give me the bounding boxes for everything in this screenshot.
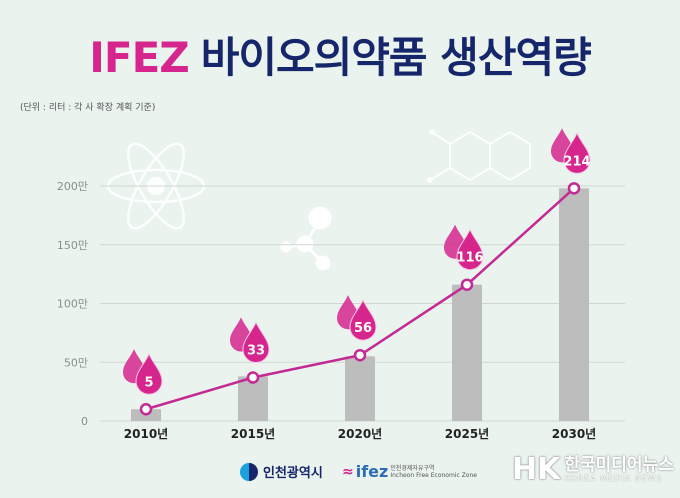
drop-shape-front <box>349 298 377 341</box>
data-label: 214 <box>563 154 590 169</box>
drop-label: 33 <box>230 317 270 364</box>
data-label: 56 <box>354 321 372 336</box>
incheon-emblem-icon <box>240 462 258 481</box>
incheon-name: 인천광역시 <box>263 466 323 481</box>
y-tick-label: 150만 <box>57 239 88 252</box>
line-series <box>139 182 581 416</box>
incheon-logo: 인천광역시 <box>240 462 323 481</box>
data-label: 33 <box>247 344 265 359</box>
x-tick-label: 2020년 <box>338 427 382 441</box>
title-ifez: IFEZ <box>89 33 189 82</box>
y-tick-label: 100만 <box>57 298 88 311</box>
drop-shape-front <box>456 228 484 271</box>
drop-label: 214 <box>551 128 591 174</box>
drop-label: 56 <box>337 295 377 341</box>
y-axis: 0 50만 100만 150만 200만 <box>57 180 88 428</box>
y-tick-label: 0 <box>81 415 88 428</box>
x-tick-label: 2025년 <box>445 427 489 441</box>
x-tick-label: 2010년 <box>124 427 168 441</box>
x-tick-label: 2015년 <box>231 427 275 441</box>
wave-icon: ≈ <box>342 463 354 480</box>
ifez-subtitle-ko: 인천경제자유구역 <box>390 464 435 472</box>
bar <box>559 188 589 421</box>
bar <box>452 284 482 421</box>
hexagon-molecule-icon <box>427 129 531 183</box>
data-point <box>460 278 474 291</box>
data-label: 5 <box>144 375 153 390</box>
media-name-eng: KOREA MEDIA NEWS <box>564 474 663 483</box>
media-mark: HK <box>512 452 561 487</box>
unit-note: (단위 : 리터 : 각 사 확장 계획 기준) <box>20 103 156 113</box>
y-tick-label: 50만 <box>64 356 88 369</box>
ifez-logo: ≈ ifez 인천경제자유구역 Incheon Free Economic Zo… <box>342 462 477 481</box>
bars <box>131 188 589 421</box>
drop-shape-front <box>563 131 591 174</box>
data-point <box>567 182 581 195</box>
drop-shape-front <box>135 352 163 395</box>
y-tick-label: 200만 <box>57 180 88 193</box>
data-point <box>353 348 367 362</box>
drop-label: 116 <box>444 224 484 271</box>
molecule-icon <box>280 206 332 271</box>
page-title: IFEZ 바이오의약품 생산역량 <box>0 32 680 84</box>
data-label: 116 <box>456 251 483 266</box>
ifez-logo-text: ifez <box>355 462 389 481</box>
ifez-subtitle-en: Incheon Free Economic Zone <box>390 471 477 479</box>
media-name: 한국미디어뉴스 <box>564 455 674 475</box>
bar <box>238 376 268 421</box>
data-point <box>246 371 260 384</box>
title-main: 바이오의약품 생산역량 <box>200 33 592 82</box>
bar <box>345 356 375 421</box>
data-point <box>139 403 153 416</box>
media-watermark: HK 한국미디어뉴스 KOREA MEDIA NEWS <box>512 452 674 487</box>
drop-label: 5 <box>123 349 163 395</box>
drop-shape-front <box>242 320 270 364</box>
x-axis: 2010년 2015년 2020년 2025년 2030년 <box>124 427 596 441</box>
drop-labels: 5 33 56 116 214 <box>123 128 591 395</box>
x-tick-label: 2030년 <box>552 427 596 441</box>
